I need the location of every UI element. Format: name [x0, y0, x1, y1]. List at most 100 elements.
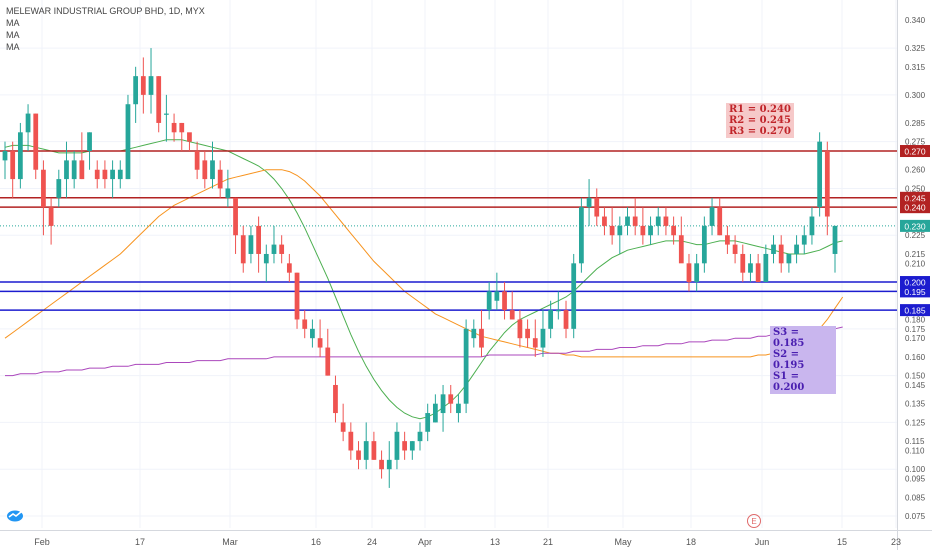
- candle-body[interactable]: [740, 253, 746, 273]
- candle-body[interactable]: [317, 338, 323, 348]
- candle-body[interactable]: [333, 384, 338, 414]
- candle-body[interactable]: [617, 225, 623, 236]
- candle-body[interactable]: [694, 263, 700, 283]
- candle-body[interactable]: [71, 160, 77, 180]
- indicator-ma-2[interactable]: MA: [6, 30, 20, 40]
- candle-body[interactable]: [486, 291, 492, 311]
- candle-body[interactable]: [786, 253, 792, 264]
- candle-body[interactable]: [678, 235, 684, 264]
- candle-body[interactable]: [117, 169, 123, 180]
- candle-body[interactable]: [302, 319, 308, 329]
- candle-body[interactable]: [271, 244, 277, 254]
- candle-body[interactable]: [456, 403, 461, 414]
- candle-body[interactable]: [386, 459, 392, 470]
- candle-body[interactable]: [187, 132, 192, 142]
- candle-body[interactable]: [156, 76, 162, 123]
- candle-body[interactable]: [586, 197, 592, 208]
- candle-body[interactable]: [686, 263, 692, 283]
- candle-body[interactable]: [555, 310, 561, 312]
- candle-body[interactable]: [125, 104, 131, 180]
- candle-body[interactable]: [217, 169, 223, 189]
- candle-body[interactable]: [540, 328, 546, 348]
- candle-body[interactable]: [256, 225, 261, 254]
- earnings-event-icon[interactable]: E: [747, 514, 761, 528]
- candle-body[interactable]: [809, 216, 815, 236]
- candle-body[interactable]: [310, 328, 315, 339]
- candle-body[interactable]: [663, 216, 669, 226]
- candle-body[interactable]: [640, 225, 646, 236]
- candle-body[interactable]: [340, 422, 346, 432]
- candle-body[interactable]: [371, 441, 377, 460]
- candle-body[interactable]: [824, 151, 830, 217]
- candle-body[interactable]: [363, 441, 369, 460]
- candle-body[interactable]: [279, 244, 285, 254]
- candle-body[interactable]: [325, 347, 331, 376]
- candle-body[interactable]: [548, 310, 554, 329]
- candle-body[interactable]: [778, 244, 784, 264]
- candle-body[interactable]: [448, 394, 454, 404]
- candle-body[interactable]: [33, 113, 39, 170]
- candle-body[interactable]: [179, 122, 185, 133]
- candle-body[interactable]: [479, 328, 484, 348]
- candle-body[interactable]: [471, 328, 477, 339]
- candle-body[interactable]: [494, 291, 500, 301]
- candle-body[interactable]: [148, 76, 154, 95]
- candle-body[interactable]: [771, 244, 776, 254]
- candle-body[interactable]: [579, 207, 584, 264]
- candle-body[interactable]: [248, 235, 254, 254]
- candle-body[interactable]: [794, 244, 799, 254]
- candle-body[interactable]: [409, 441, 415, 451]
- candle-body[interactable]: [655, 216, 661, 226]
- candle-body[interactable]: [171, 122, 177, 133]
- candle-body[interactable]: [502, 291, 507, 311]
- candle-body[interactable]: [594, 197, 600, 217]
- candle-body[interactable]: [755, 263, 761, 283]
- candle-body[interactable]: [348, 431, 354, 451]
- candle-body[interactable]: [140, 76, 146, 95]
- candle-body[interactable]: [602, 216, 607, 226]
- candle-body[interactable]: [717, 207, 723, 236]
- candle-body[interactable]: [632, 216, 638, 226]
- candle-body[interactable]: [832, 225, 838, 254]
- candle-body[interactable]: [2, 151, 8, 161]
- candle-body[interactable]: [625, 216, 630, 226]
- candle-body[interactable]: [194, 151, 200, 170]
- candle-body[interactable]: [133, 76, 139, 105]
- candle-body[interactable]: [517, 319, 523, 339]
- candle-body[interactable]: [432, 403, 438, 423]
- tradingview-logo-icon[interactable]: [6, 508, 24, 522]
- candle-body[interactable]: [263, 253, 269, 264]
- candle-body[interactable]: [463, 328, 469, 404]
- candle-body[interactable]: [164, 113, 169, 115]
- candle-body[interactable]: [356, 450, 361, 460]
- candle-body[interactable]: [425, 413, 431, 432]
- candle-body[interactable]: [225, 188, 231, 198]
- candle-body[interactable]: [709, 207, 715, 226]
- candle-body[interactable]: [732, 244, 738, 254]
- candle-body[interactable]: [648, 225, 653, 236]
- candle-body[interactable]: [233, 197, 238, 236]
- candle-body[interactable]: [202, 160, 208, 180]
- candle-body[interactable]: [801, 235, 807, 245]
- candle-body[interactable]: [563, 310, 569, 329]
- candle-body[interactable]: [41, 169, 46, 208]
- candle-body[interactable]: [240, 235, 246, 264]
- candle-body[interactable]: [48, 207, 54, 226]
- candle-body[interactable]: [56, 179, 62, 198]
- candle-body[interactable]: [64, 160, 69, 180]
- candle-body[interactable]: [748, 263, 753, 273]
- indicator-ma-1[interactable]: MA: [6, 18, 20, 28]
- candle-body[interactable]: [210, 160, 215, 180]
- candle-body[interactable]: [525, 328, 530, 339]
- candle-body[interactable]: [609, 225, 615, 236]
- candle-body[interactable]: [763, 253, 769, 283]
- candle-body[interactable]: [701, 225, 707, 264]
- candle-body[interactable]: [509, 310, 515, 320]
- candle-body[interactable]: [102, 169, 108, 180]
- candle-body[interactable]: [110, 169, 115, 180]
- candle-body[interactable]: [725, 235, 730, 245]
- candle-body[interactable]: [17, 132, 23, 180]
- indicator-ma-3[interactable]: MA: [6, 42, 20, 52]
